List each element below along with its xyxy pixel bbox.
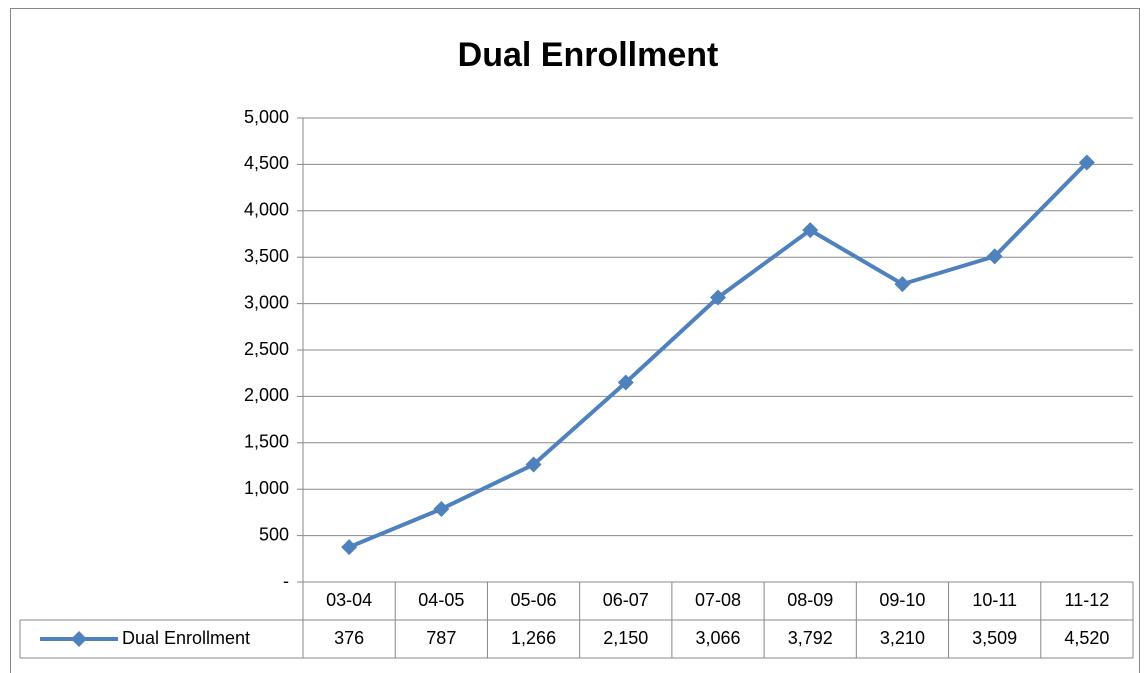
y-tick-label: 2,000 [244, 385, 289, 405]
x-tick-label: 06-07 [603, 590, 649, 610]
table-value: 787 [426, 628, 456, 648]
x-tick-label: 03-04 [326, 590, 372, 610]
data-point [341, 539, 358, 556]
y-tick-label: 3,500 [244, 246, 289, 266]
chart-frame [10, 8, 1140, 673]
table-value: 3,066 [695, 628, 740, 648]
y-tick-label: 5,000 [244, 107, 289, 127]
table-value: 3,509 [972, 628, 1017, 648]
chart-title: Dual Enrollment [458, 36, 719, 74]
x-tick-label: 07-08 [695, 590, 741, 610]
y-tick-label: 500 [259, 524, 289, 544]
x-tick-label: 08-09 [787, 590, 833, 610]
y-tick-label: 2,500 [244, 339, 289, 359]
x-tick-label: 10-11 [972, 590, 1017, 610]
table-value: 3,210 [880, 628, 925, 648]
x-tick-label: 09-10 [879, 590, 925, 610]
table-value: 4,520 [1064, 628, 1109, 648]
data-point [986, 248, 1003, 265]
data-point [525, 456, 542, 473]
y-tick-label: 3,000 [244, 292, 289, 312]
legend-marker [71, 631, 87, 647]
legend-label: Dual Enrollment [122, 628, 250, 648]
x-tick-label: 11-12 [1065, 590, 1110, 610]
data-point [802, 222, 819, 239]
table-value: 2,150 [603, 628, 648, 648]
table-value: 1,266 [511, 628, 556, 648]
table-value: 376 [334, 628, 364, 648]
data-point [617, 374, 634, 391]
y-tick-label: - [283, 571, 289, 591]
y-tick-label: 4,500 [244, 153, 289, 173]
x-tick-label: 04-05 [418, 590, 464, 610]
data-point [710, 289, 726, 306]
data-point [1078, 154, 1095, 171]
y-tick-label: 4,000 [244, 200, 289, 220]
data-point [894, 276, 911, 293]
data-point [433, 500, 450, 517]
table-value: 3,792 [788, 628, 833, 648]
y-tick-label: 1,500 [244, 432, 289, 452]
y-tick-label: 1,000 [244, 478, 289, 498]
x-tick-label: 05-06 [511, 590, 557, 610]
